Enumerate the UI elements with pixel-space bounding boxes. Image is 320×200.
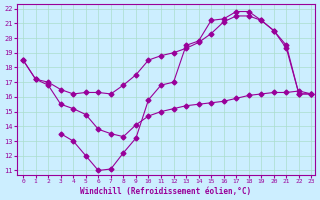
X-axis label: Windchill (Refroidissement éolien,°C): Windchill (Refroidissement éolien,°C) — [80, 187, 252, 196]
